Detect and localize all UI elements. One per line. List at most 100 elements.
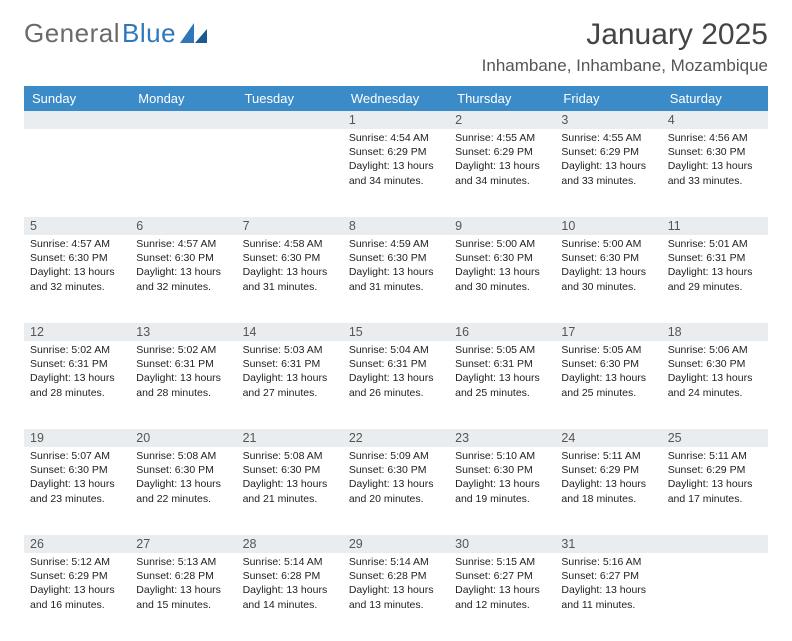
weekday-header: Tuesday [237,86,343,111]
daynum-cell: 13 [130,323,236,341]
daynum-cell: 19 [24,429,130,447]
day-cell [662,553,768,641]
daylight-text: Daylight: 13 hours and 19 minutes. [455,477,549,505]
day-content [24,129,130,217]
daynum-cell: 25 [662,429,768,447]
calendar-page: General Blue January 2025 Inhambane, Inh… [0,0,792,612]
day-number: 3 [555,111,661,129]
sunrise-text: Sunrise: 5:00 AM [455,237,549,251]
day-number: 22 [343,429,449,447]
day-cell: Sunrise: 5:00 AMSunset: 6:30 PMDaylight:… [449,235,555,323]
sunrise-text: Sunrise: 4:54 AM [349,131,443,145]
sunset-text: Sunset: 6:29 PM [561,463,655,477]
daynum-row: 19202122232425 [24,429,768,447]
day-content: Sunrise: 4:55 AMSunset: 6:29 PMDaylight:… [555,129,661,217]
day-content: Sunrise: 5:14 AMSunset: 6:28 PMDaylight:… [343,553,449,641]
daylight-text: Daylight: 13 hours and 30 minutes. [455,265,549,293]
daynum-cell: 4 [662,111,768,129]
daylight-text: Daylight: 13 hours and 27 minutes. [243,371,337,399]
day-content: Sunrise: 4:55 AMSunset: 6:29 PMDaylight:… [449,129,555,217]
day-cell: Sunrise: 5:04 AMSunset: 6:31 PMDaylight:… [343,341,449,429]
daylight-text: Daylight: 13 hours and 18 minutes. [561,477,655,505]
day-content: Sunrise: 5:14 AMSunset: 6:28 PMDaylight:… [237,553,343,641]
daynum-cell: 22 [343,429,449,447]
sunrise-text: Sunrise: 5:07 AM [30,449,124,463]
sunrise-text: Sunrise: 5:09 AM [349,449,443,463]
day-number: 26 [24,535,130,553]
sunset-text: Sunset: 6:30 PM [668,357,762,371]
sunrise-text: Sunrise: 5:14 AM [349,555,443,569]
sunrise-text: Sunrise: 5:15 AM [455,555,549,569]
daylight-text: Daylight: 13 hours and 13 minutes. [349,583,443,611]
day-content: Sunrise: 5:01 AMSunset: 6:31 PMDaylight:… [662,235,768,323]
sunset-text: Sunset: 6:29 PM [668,463,762,477]
daylight-text: Daylight: 13 hours and 16 minutes. [30,583,124,611]
day-number: 30 [449,535,555,553]
daynum-cell: 31 [555,535,661,553]
sunrise-text: Sunrise: 4:55 AM [455,131,549,145]
daynum-cell: 12 [24,323,130,341]
day-number: 6 [130,217,236,235]
week-row: Sunrise: 4:57 AMSunset: 6:30 PMDaylight:… [24,235,768,323]
daylight-text: Daylight: 13 hours and 17 minutes. [668,477,762,505]
daylight-text: Daylight: 13 hours and 25 minutes. [455,371,549,399]
day-number: 7 [237,217,343,235]
day-content [130,129,236,217]
daylight-text: Daylight: 13 hours and 34 minutes. [455,159,549,187]
sunset-text: Sunset: 6:29 PM [455,145,549,159]
brand-logo: General Blue [24,18,208,49]
day-content: Sunrise: 5:00 AMSunset: 6:30 PMDaylight:… [449,235,555,323]
day-cell: Sunrise: 5:15 AMSunset: 6:27 PMDaylight:… [449,553,555,641]
sunset-text: Sunset: 6:29 PM [349,145,443,159]
weekday-header: Monday [130,86,236,111]
daylight-text: Daylight: 13 hours and 34 minutes. [349,159,443,187]
day-content: Sunrise: 4:58 AMSunset: 6:30 PMDaylight:… [237,235,343,323]
day-number: 1 [343,111,449,129]
daynum-cell: 5 [24,217,130,235]
daylight-text: Daylight: 13 hours and 20 minutes. [349,477,443,505]
title-block: January 2025 Inhambane, Inhambane, Mozam… [482,18,768,76]
daylight-text: Daylight: 13 hours and 32 minutes. [136,265,230,293]
weekday-header-row: Sunday Monday Tuesday Wednesday Thursday… [24,86,768,111]
sunset-text: Sunset: 6:30 PM [30,463,124,477]
daylight-text: Daylight: 13 hours and 32 minutes. [30,265,124,293]
day-number [237,111,343,129]
sunset-text: Sunset: 6:30 PM [243,463,337,477]
sunrise-text: Sunrise: 4:58 AM [243,237,337,251]
sunrise-text: Sunrise: 5:13 AM [136,555,230,569]
sunset-text: Sunset: 6:30 PM [349,463,443,477]
day-content: Sunrise: 4:56 AMSunset: 6:30 PMDaylight:… [662,129,768,217]
day-content: Sunrise: 4:54 AMSunset: 6:29 PMDaylight:… [343,129,449,217]
week-row: Sunrise: 4:54 AMSunset: 6:29 PMDaylight:… [24,129,768,217]
day-cell: Sunrise: 5:08 AMSunset: 6:30 PMDaylight:… [237,447,343,535]
sunset-text: Sunset: 6:30 PM [30,251,124,265]
daylight-text: Daylight: 13 hours and 21 minutes. [243,477,337,505]
weekday-header: Thursday [449,86,555,111]
daynum-cell: 23 [449,429,555,447]
day-number: 9 [449,217,555,235]
day-cell: Sunrise: 5:05 AMSunset: 6:30 PMDaylight:… [555,341,661,429]
day-number: 15 [343,323,449,341]
day-cell: Sunrise: 4:59 AMSunset: 6:30 PMDaylight:… [343,235,449,323]
day-cell: Sunrise: 5:07 AMSunset: 6:30 PMDaylight:… [24,447,130,535]
day-cell: Sunrise: 5:01 AMSunset: 6:31 PMDaylight:… [662,235,768,323]
day-number: 20 [130,429,236,447]
day-content: Sunrise: 5:15 AMSunset: 6:27 PMDaylight:… [449,553,555,641]
day-cell: Sunrise: 5:06 AMSunset: 6:30 PMDaylight:… [662,341,768,429]
sunset-text: Sunset: 6:30 PM [561,357,655,371]
weekday-header: Saturday [662,86,768,111]
daynum-cell: 6 [130,217,236,235]
day-cell: Sunrise: 4:55 AMSunset: 6:29 PMDaylight:… [449,129,555,217]
sunrise-text: Sunrise: 5:00 AM [561,237,655,251]
week-row: Sunrise: 5:12 AMSunset: 6:29 PMDaylight:… [24,553,768,641]
sunset-text: Sunset: 6:31 PM [30,357,124,371]
daylight-text: Daylight: 13 hours and 31 minutes. [349,265,443,293]
sunset-text: Sunset: 6:30 PM [349,251,443,265]
sail-icon [180,23,208,45]
sunrise-text: Sunrise: 5:03 AM [243,343,337,357]
day-cell: Sunrise: 5:02 AMSunset: 6:31 PMDaylight:… [130,341,236,429]
day-cell: Sunrise: 5:09 AMSunset: 6:30 PMDaylight:… [343,447,449,535]
sunrise-text: Sunrise: 5:10 AM [455,449,549,463]
day-content: Sunrise: 5:12 AMSunset: 6:29 PMDaylight:… [24,553,130,641]
sunrise-text: Sunrise: 5:14 AM [243,555,337,569]
